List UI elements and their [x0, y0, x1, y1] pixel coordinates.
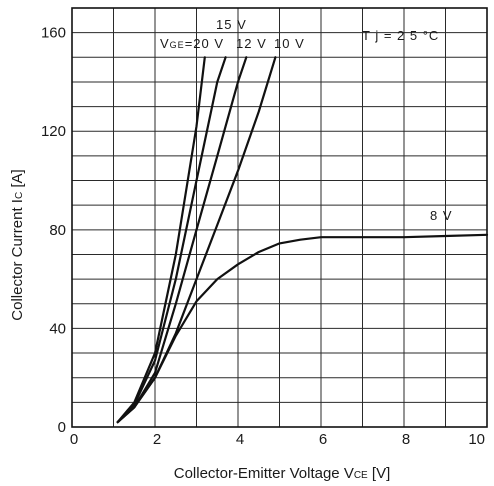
vge-15v-label: 15 V: [216, 17, 247, 32]
x-axis-title: Collector-Emitter Voltage VCE [V]: [174, 465, 391, 482]
curve-vge-15v: [116, 56, 227, 424]
x-tick-label: 10: [468, 431, 485, 448]
vge-12v-label: 12 V: [236, 36, 267, 51]
y-tick-label: 160: [41, 25, 66, 42]
y-tick-label: 40: [49, 320, 66, 337]
x-tick-label: 6: [319, 431, 327, 448]
plot-frame: [71, 7, 488, 428]
vge-8v-label: 8 V: [430, 208, 453, 223]
y-tick-label: 120: [41, 123, 66, 140]
temperature-condition-label: T j = 2 5 °C: [362, 28, 439, 43]
vge-20v-label: VGE=20 V: [160, 36, 224, 51]
vge-10v-label: 10 V: [274, 36, 305, 51]
y-axis-title: Collector Current IC [A]: [9, 169, 26, 320]
grid: [72, 8, 487, 427]
y-tick-label: 0: [58, 419, 66, 436]
x-tick-label: 8: [402, 431, 410, 448]
y-tick-label: 80: [49, 222, 66, 239]
annotations: VGE=20 V 15 V 12 V 10 V 8 V T j = 2 5 °C: [160, 17, 453, 223]
curve-vge-12v: [116, 56, 248, 424]
curve-vge-20v: [116, 56, 206, 424]
x-tick-label: 2: [153, 431, 161, 448]
x-tick-label: 4: [236, 431, 244, 448]
curves: [116, 56, 489, 424]
x-tick-label: 0: [70, 431, 78, 448]
curve-vge-8v: [116, 233, 489, 424]
tick-labels: 0 2 4 6 8 10 0 40 80 120 160: [41, 25, 485, 448]
